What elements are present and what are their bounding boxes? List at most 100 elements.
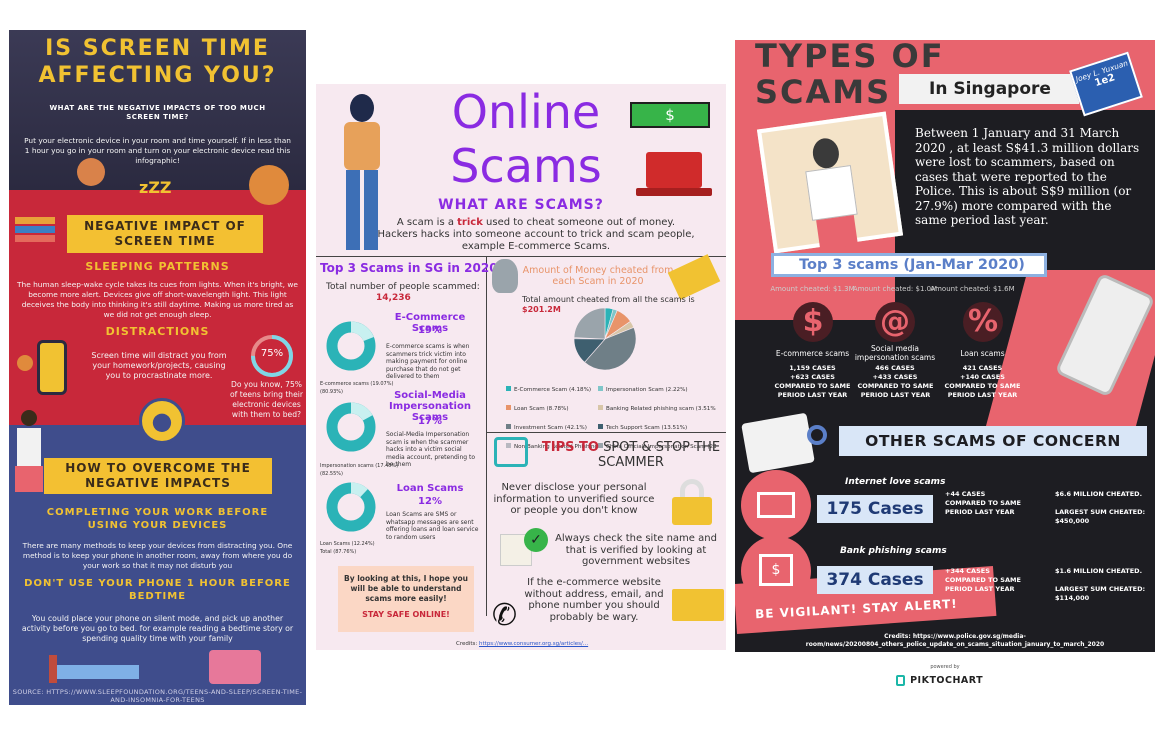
- percent-icon: %: [963, 302, 1003, 342]
- zzz-icon: zZZ: [139, 178, 172, 197]
- love-scam-cases: 175 Cases: [817, 495, 933, 523]
- screen-time-title-line2: AFFECTING YOU?: [38, 63, 277, 88]
- id-card-icon: [741, 412, 815, 474]
- pie-legend-label: Banking Related phishing scam (3.51%): [606, 406, 716, 412]
- distraction-illustration: [17, 335, 87, 400]
- note-text: By looking at this, I hope you will be a…: [344, 574, 468, 603]
- loan-compare: COMPARED TO SAME PERIOD LAST YEAR: [944, 382, 1021, 399]
- check-icon: ✓: [524, 528, 548, 552]
- ecommerce-scam-name: E-Commerce Scams: [394, 312, 466, 334]
- screen-time-intro: Put your electronic device in your room …: [24, 136, 291, 165]
- piktochart-brand: PIKTOCHART: [910, 675, 984, 686]
- powered-by: powered by: [930, 664, 960, 670]
- amount-total: Total amount cheated from all the scams …: [522, 295, 695, 314]
- bank-scam-more: +344 CASES: [945, 567, 990, 575]
- pie-legend-label: Impersonation Scam (2.22%): [606, 387, 688, 393]
- online-scams-infographic: Online Scams $ WHAT ARE SCAMS? A scam is…: [316, 84, 726, 650]
- tip-3: If the e-commerce website without addres…: [524, 577, 664, 623]
- credits: Credits: https://www.consumer.org.sg/art…: [456, 641, 589, 647]
- money-bag-icon: [492, 259, 518, 293]
- pie-legend-item: China Officials Impersonation Scam (23.9…: [598, 443, 716, 452]
- money-icon: $: [630, 102, 710, 128]
- dollar-icon: $: [793, 302, 833, 342]
- social-amount: Amount cheated: $1.0M: [852, 285, 938, 293]
- pie-legend-label: Tech Support Scam (13.51%): [606, 425, 688, 431]
- completing-text: There are many methods to keep your devi…: [22, 541, 293, 570]
- bank-scam-cheated: $1.6 MILLION CHEATED.: [1055, 567, 1143, 575]
- pie-legend-item: Banking Related phishing scam (3.51%): [598, 405, 716, 414]
- bank-scam-largest: LARGEST SUM CHEATED: $114,000: [1055, 585, 1146, 602]
- ecommerce-donut: [321, 316, 381, 376]
- pie-legend-label: Investment Scam (42.1%): [514, 425, 587, 431]
- amount-heading: Amount of Money cheated from each Scam i…: [522, 265, 674, 287]
- completing-heading: COMPLETING YOUR WORK BEFORE USING YOUR D…: [46, 507, 269, 531]
- laptop-icon: [646, 152, 702, 188]
- tips-heading: TIPS TO SPOT & STOP THE SCAMMER: [541, 440, 721, 470]
- impersonation-scam-pct: 17%: [418, 416, 442, 427]
- percent-label: 75%: [260, 348, 284, 359]
- pie-legend-label: Loan Scam (8.78%): [514, 406, 569, 412]
- percent-fact: Do you know, 75% of teens bring their el…: [229, 380, 304, 419]
- child-reading-illustration: [249, 165, 289, 205]
- negative-impact-banner: NEGATIVE IMPACT OF SCREEN TIME: [67, 215, 263, 253]
- pie-legend-label: E-Commerce Scam (4.18%): [514, 387, 592, 393]
- bank-scam-compare: COMPARED TO SAME PERIOD LAST YEAR: [945, 576, 1021, 593]
- loan-legend-1: Loan Scams (12.24%): [320, 541, 375, 547]
- pie-legend-swatch: [506, 443, 511, 448]
- percent-ring: [251, 335, 293, 377]
- bed-illustration: [49, 655, 139, 683]
- screen-time-header-section: [9, 30, 306, 190]
- impersonation-scam-desc: Social-Media Impersonation scam is when …: [386, 431, 476, 468]
- impersonation-donut: [321, 397, 381, 457]
- singapore-label: In Singapore: [899, 74, 1079, 104]
- distractions-text: Screen time will distract you from your …: [91, 351, 227, 380]
- ecommerce-cases: 1,159 CASES: [789, 364, 836, 372]
- girl-illustration: [11, 410, 49, 510]
- love-scam-label: Internet love scams: [845, 477, 946, 487]
- what-are-scams-heading: WHAT ARE SCAMS?: [438, 197, 604, 213]
- other-scams-heading: OTHER SCAMS OF CONCERN: [839, 426, 1147, 456]
- sleeping-patterns-heading: SLEEPING PATTERNS: [85, 260, 230, 273]
- online-scams-title-line2: Scams: [450, 139, 602, 193]
- magnifier-icon: [807, 425, 827, 445]
- ecommerce-amount: Amount cheated: $1.3M: [770, 285, 855, 293]
- lightbulb-icon: ●: [139, 398, 185, 444]
- ecommerce-more: +623 CASES: [790, 373, 835, 381]
- social-compare: COMPARED TO SAME PERIOD LAST YEAR: [857, 382, 934, 399]
- pie-legend-swatch: [598, 443, 603, 448]
- types-of-scams-infographic: TYPES OF SCAMS In Singapore Joey L. Yuxu…: [735, 40, 1155, 652]
- top3-heading: Top 3 scams (Jan-Mar 2020): [771, 253, 1047, 277]
- ecommerce-scam-desc: E-commerce scams is when scammers trick …: [386, 343, 470, 380]
- books-illustration: [15, 215, 55, 249]
- ecommerce-name: E-commerce scams: [775, 349, 850, 358]
- padlock-icon: [672, 479, 712, 525]
- piktochart-logo[interactable]: PIKTOCHART: [896, 670, 996, 686]
- ecommerce-compare: COMPARED TO SAME PERIOD LAST YEAR: [774, 382, 851, 399]
- loan-scam-pct: 12%: [418, 496, 442, 507]
- love-scam-largest: LARGEST SUM CHEATED: $450,000: [1055, 508, 1146, 525]
- pie-legend-item: E-Commerce Scam (4.18%): [506, 386, 598, 395]
- pie-legend-swatch: [506, 424, 511, 429]
- loan-cases: 421 CASES: [962, 364, 1003, 372]
- pie-legend-swatch: [506, 405, 511, 410]
- loan-scam-desc: Loan Scams are SMS or whatsapp messages …: [386, 511, 479, 541]
- child-illustration: [77, 158, 105, 186]
- note-box: By looking at this, I hope you will be a…: [338, 566, 474, 632]
- total-people-label: Total number of people scammed:: [326, 282, 480, 292]
- phone-icon: ✆: [492, 598, 518, 633]
- love-scam-more: +44 CASES: [945, 490, 986, 498]
- loan-amount: Amount cheated: $1.6M: [930, 285, 1015, 293]
- screen-time-infographic: IS SCREEN TIME AFFECTING YOU? WHAT ARE T…: [9, 30, 306, 705]
- phone-heading: DON'T USE YOUR PHONE 1 HOUR BEFORE BEDTI…: [24, 578, 291, 602]
- ecommerce-legend-1: E-commerce scams (19.07%): [320, 381, 394, 387]
- tip-2: Always check the site name and that is v…: [555, 533, 717, 567]
- divider-middle: [486, 256, 487, 616]
- online-scams-title-line1: Online: [451, 85, 601, 139]
- speech-bubble-icon: [494, 437, 528, 467]
- pie-legend-item: Impersonation Scam (2.22%): [598, 386, 716, 395]
- what-are-scams-text: A scam is a trick used to cheat someone …: [377, 217, 695, 252]
- loan-scam-name: Loan Scams: [396, 483, 464, 494]
- pie-legend-label: China Officials Impersonation Scam (23.9…: [606, 444, 716, 450]
- note-stay-safe: STAY SAFE ONLINE!: [362, 610, 450, 619]
- envelope-icon: [672, 589, 724, 621]
